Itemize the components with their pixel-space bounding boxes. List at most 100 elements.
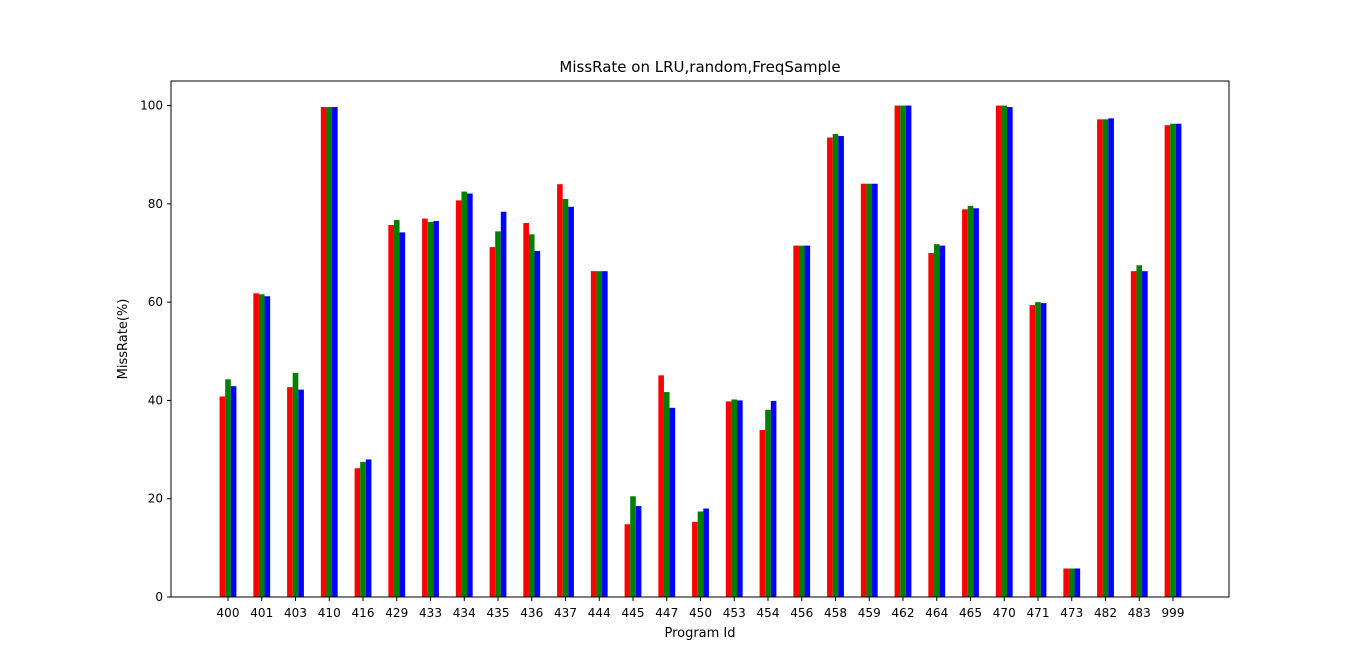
x-tick-label-471: 471 (1027, 606, 1050, 620)
x-tick-label-454: 454 (757, 606, 780, 620)
y-tick-label: 60 (148, 295, 163, 309)
bar-445-series-3 (635, 506, 642, 597)
bar-433-series-1 (422, 218, 428, 597)
bar-436-series-1 (523, 223, 529, 597)
bar-465-series-1 (962, 209, 968, 597)
bar-403-series-3 (298, 389, 304, 597)
bars-group (219, 105, 1182, 598)
bar-471-series-1 (1029, 305, 1036, 597)
bar-403-series-2 (292, 372, 299, 597)
bar-471-series-2 (1035, 302, 1041, 597)
x-tick-label-444: 444 (588, 606, 611, 620)
bar-400-series-1 (219, 396, 226, 597)
bar-447-series-2 (663, 392, 670, 597)
bar-445-series-2 (630, 496, 636, 597)
bar-464-series-2 (933, 244, 940, 597)
bar-471-series-3 (1040, 303, 1047, 597)
x-tick-label-450: 450 (689, 606, 712, 620)
x-tick-label-464: 464 (925, 606, 948, 620)
bar-434-series-3 (467, 193, 473, 598)
bar-483-series-3 (1142, 271, 1148, 597)
bar-400-series-3 (230, 386, 237, 597)
x-tick-label-473: 473 (1060, 606, 1083, 620)
bar-436-series-3 (534, 251, 541, 597)
bar-436-series-2 (528, 234, 535, 597)
bar-458-series-3 (838, 136, 844, 598)
bar-416-series-3 (365, 459, 372, 597)
x-tick-label-437: 437 (554, 606, 577, 620)
x-tick-label-470: 470 (993, 606, 1016, 620)
bar-410-series-3 (332, 107, 338, 598)
x-tick-label-453: 453 (723, 606, 746, 620)
x-tick-label-458: 458 (824, 606, 847, 620)
bar-454-series-1 (759, 429, 766, 597)
bar-429-series-3 (399, 232, 406, 598)
bar-401-series-3 (264, 296, 271, 597)
bar-433-series-3 (433, 221, 439, 597)
bar-453-series-2 (731, 399, 738, 597)
x-tick-label-462: 462 (892, 606, 915, 620)
bar-429-series-1 (388, 224, 394, 598)
y-axis-label: MissRate(%) (116, 299, 131, 380)
bar-465-series-3 (973, 208, 979, 597)
bar-462-series-1 (894, 105, 901, 597)
bar-999-series-2 (1170, 123, 1176, 597)
bar-437-series-2 (562, 198, 569, 597)
bar-400-series-2 (225, 379, 231, 597)
bar-435-series-2 (495, 231, 501, 597)
bar-437-series-3 (568, 206, 574, 597)
x-tick-label-401: 401 (250, 606, 273, 620)
x-tick-label-459: 459 (858, 606, 881, 620)
bar-429-series-2 (393, 220, 400, 597)
bar-465-series-2 (967, 205, 974, 597)
bar-410-series-1 (320, 107, 327, 598)
x-tick-label-434: 434 (453, 606, 476, 620)
bar-444-series-2 (596, 271, 603, 597)
bar-456-series-2 (798, 245, 805, 597)
bar-464-series-1 (928, 253, 934, 597)
y-tick-label: 20 (148, 492, 163, 506)
x-tick-label-403: 403 (284, 606, 307, 620)
y-tick-label: 40 (148, 393, 163, 407)
bar-433-series-2 (427, 222, 434, 598)
bar-470-series-2 (1001, 105, 1008, 597)
bar-473-series-2 (1068, 568, 1075, 597)
bar-445-series-1 (624, 524, 631, 597)
x-tick-label-400: 400 (217, 606, 240, 620)
bar-450-series-1 (692, 521, 698, 597)
bar-401-series-2 (258, 294, 265, 597)
x-tick-label-447: 447 (655, 606, 678, 620)
x-tick-label-456: 456 (790, 606, 813, 620)
bar-999-series-3 (1175, 123, 1182, 597)
bar-453-series-1 (725, 401, 732, 597)
bar-464-series-3 (939, 245, 946, 597)
x-tick-label-999: 999 (1162, 606, 1185, 620)
bar-447-series-3 (669, 407, 676, 597)
bar-999-series-1 (1164, 125, 1171, 597)
bar-410-series-2 (326, 107, 333, 598)
bar-450-series-2 (697, 511, 704, 597)
bar-435-series-1 (489, 247, 496, 597)
x-tick-label-410: 410 (318, 606, 341, 620)
x-tick-label-482: 482 (1094, 606, 1117, 620)
bar-454-series-3 (770, 400, 777, 597)
bar-458-series-1 (827, 137, 833, 597)
bar-416-series-1 (354, 468, 361, 597)
bar-456-series-3 (804, 245, 811, 597)
bar-444-series-3 (602, 271, 608, 597)
y-tick-label: 0 (155, 590, 163, 604)
x-tick-label-435: 435 (487, 606, 510, 620)
y-axis: 0 20 40 60 80 100 (140, 99, 171, 604)
x-axis-label: Program Id (664, 626, 735, 641)
bar-444-series-1 (590, 271, 597, 597)
bar-453-series-3 (737, 400, 743, 597)
bar-482-series-1 (1097, 119, 1103, 597)
x-axis: 400 401 403 410 416 429 433 434 435 436 437 444 445 4… (217, 597, 1185, 620)
bar-459-series-3 (872, 183, 878, 597)
x-tick-label-465: 465 (959, 606, 982, 620)
bar-450-series-3 (703, 508, 709, 597)
x-tick-label-483: 483 (1128, 606, 1151, 620)
x-tick-label-436: 436 (520, 606, 543, 620)
bar-456-series-1 (793, 245, 799, 597)
